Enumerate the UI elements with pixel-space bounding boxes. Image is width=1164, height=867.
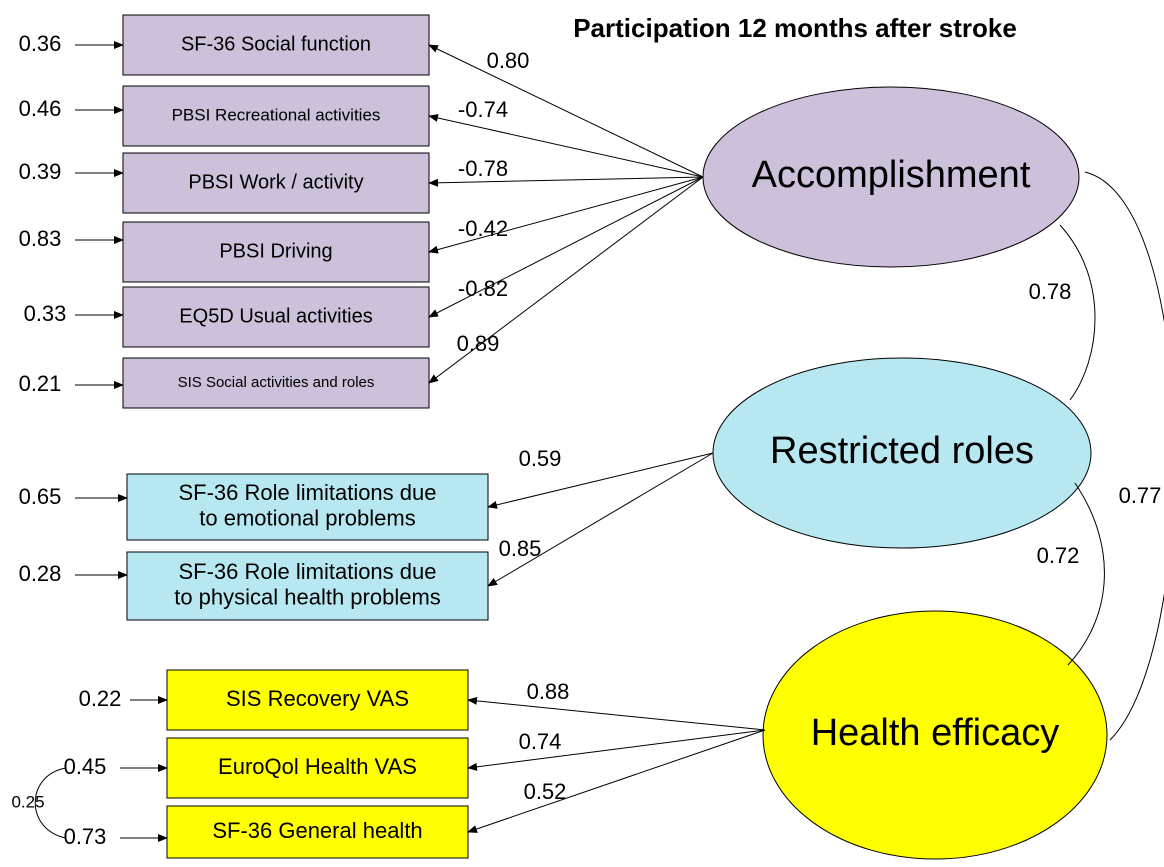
indicator-label: SF-36 Role limitations due (178, 480, 436, 505)
latent-factor (762, 610, 1108, 860)
indicator-label: to physical health problems (174, 584, 441, 609)
error-variance: 0.28 (19, 561, 62, 586)
indicator-box (122, 152, 430, 214)
factor-loading: -0.82 (458, 276, 508, 301)
error-variance: 0.36 (19, 31, 62, 56)
loading-arrow (428, 114, 704, 178)
indicator-box (166, 737, 469, 799)
title: Participation 12 months after stroke (573, 13, 1017, 43)
factor-loading: -0.42 (458, 216, 508, 241)
factor-loading: 0.85 (499, 536, 542, 561)
indicator-label: PBSI Work / activity (188, 171, 363, 193)
indicator-box (166, 805, 469, 859)
factor-correlation (1059, 224, 1096, 401)
factor-loading: 0.88 (527, 679, 570, 704)
indicator-label: EuroQol Health VAS (218, 754, 417, 779)
error-variance: 0.39 (19, 159, 62, 184)
indicator-label: PBSI Driving (219, 240, 332, 262)
indicator-box (126, 551, 489, 621)
indicator-box (126, 473, 489, 541)
indicator-box (166, 669, 469, 731)
loading-arrow (467, 729, 766, 771)
indicator-label: SF-36 General health (212, 818, 422, 843)
loading-arrow (428, 44, 704, 178)
error-variance: 0.33 (24, 301, 67, 326)
indicator-label: EQ5D Usual activities (179, 305, 372, 327)
factor-correlation (1067, 482, 1105, 666)
indicator-box (122, 221, 430, 283)
indicator-box (122, 286, 430, 348)
correlation-label: 0.78 (1029, 279, 1072, 304)
indicator-label: SIS Recovery VAS (226, 686, 409, 711)
indicator-label: SF-36 Role limitations due (178, 559, 436, 584)
factor-label: Accomplishment (752, 154, 1031, 196)
factor-loading: 0.74 (519, 729, 562, 754)
error-variance: 0.46 (19, 96, 62, 121)
indicator-box (122, 14, 430, 76)
error-variance: 0.22 (79, 686, 122, 711)
factor-loading: -0.78 (458, 156, 508, 181)
loading-arrow (487, 452, 714, 587)
factor-loading: 0.52 (524, 779, 567, 804)
loading-arrow (428, 176, 704, 254)
correlation-label: 0.77 (1119, 483, 1162, 508)
error-variance: 0.21 (19, 371, 62, 396)
factor-loading: 0.89 (457, 331, 500, 356)
loading-arrow (428, 176, 704, 384)
error-variance: 0.45 (64, 754, 107, 779)
factor-loading: 0.59 (519, 446, 562, 471)
indicator-label: PBSI Recreational activities (172, 105, 381, 124)
loading-arrow (467, 729, 766, 833)
error-variance: 0.83 (19, 226, 62, 251)
loading-arrow (428, 176, 704, 187)
factor-label: Health efficacy (811, 712, 1060, 754)
indicator-label: to emotional problems (199, 505, 415, 530)
loading-arrow (487, 452, 714, 509)
correlation-label: 0.72 (1037, 543, 1080, 568)
error-variance: 0.65 (19, 484, 62, 509)
indicator-label: SIS Social activities and roles (178, 374, 375, 391)
factor-loading: -0.74 (458, 97, 508, 122)
factor-label: Restricted roles (770, 430, 1034, 472)
factor-loading: 0.80 (487, 48, 530, 73)
factor-correlation (1084, 171, 1164, 741)
loading-arrow (467, 696, 766, 731)
loading-arrow (428, 176, 704, 318)
correlation-label: 0.25 (11, 792, 44, 811)
error-variance: 0.73 (64, 824, 107, 849)
error-correlation (34, 767, 67, 839)
indicator-box (122, 85, 430, 147)
indicator-label: SF-36 Social function (181, 33, 371, 55)
